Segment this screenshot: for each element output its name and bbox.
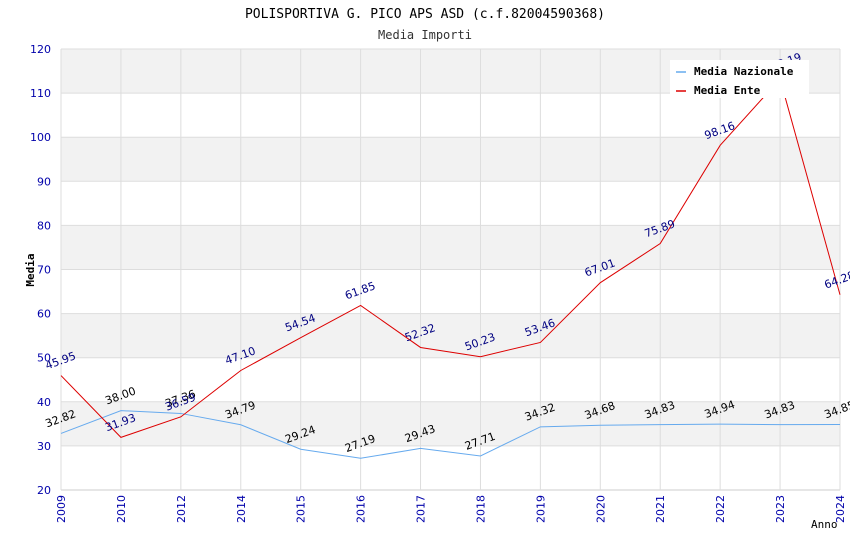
y-tick-label: 70 <box>37 264 51 277</box>
data-label: 64.28 <box>823 269 850 292</box>
y-tick-label: 90 <box>37 175 51 188</box>
y-tick-label: 100 <box>30 131 51 144</box>
x-tick-label: 2015 <box>295 495 308 523</box>
x-tick-label: 2022 <box>714 495 727 523</box>
x-tick-label: 2020 <box>594 495 607 523</box>
grid-band <box>61 225 840 270</box>
x-tick-label: 2019 <box>534 495 547 523</box>
series-line-nazionale <box>60 410 841 459</box>
x-axis-label: Anno <box>811 518 838 531</box>
grid-band <box>61 137 840 182</box>
y-tick-label: 110 <box>30 87 51 100</box>
y-tick-label: 50 <box>37 352 51 365</box>
y-tick-label: 60 <box>37 308 51 321</box>
x-tick-label: 2024 <box>834 495 847 523</box>
x-axis-ticks: 2009 2010 2012 2014 2015 2016 2017 2018 2019 2020… <box>55 495 847 523</box>
legend-label-nazionale: Media Nazionale <box>694 65 794 78</box>
chart-title: POLISPORTIVA G. PICO APS ASD (c.f.820045… <box>245 7 605 22</box>
x-tick-label: 2012 <box>175 495 188 523</box>
x-tick-label: 2021 <box>654 495 667 523</box>
x-tick-label: 2010 <box>115 495 128 523</box>
series-line-ente <box>60 78 841 438</box>
legend: Media Nazionale Media Ente <box>670 60 809 98</box>
x-tick-label: 2017 <box>415 495 428 523</box>
x-tick-label: 2014 <box>235 495 248 523</box>
gridlines <box>60 48 841 491</box>
y-tick-label: 40 <box>37 396 51 409</box>
y-tick-label: 80 <box>37 219 51 232</box>
y-tick-label: 30 <box>37 440 51 453</box>
y-tick-label: 20 <box>37 484 51 497</box>
x-tick-label: 2018 <box>474 495 487 523</box>
x-tick-label: 2023 <box>774 495 787 523</box>
background-bands <box>61 49 840 446</box>
legend-box <box>670 60 809 98</box>
x-tick-label: 2009 <box>55 495 68 523</box>
series-layer <box>60 78 841 459</box>
y-axis-ticks: 20 30 40 50 60 70 80 90 100 110 120 <box>30 43 51 497</box>
x-tick-label: 2016 <box>355 495 368 523</box>
y-axis-label: Media <box>24 253 37 286</box>
chart-subtitle: Media Importi <box>378 28 472 42</box>
legend-label-ente: Media Ente <box>694 84 761 97</box>
grid-band <box>61 313 840 358</box>
y-tick-label: 120 <box>30 43 51 56</box>
